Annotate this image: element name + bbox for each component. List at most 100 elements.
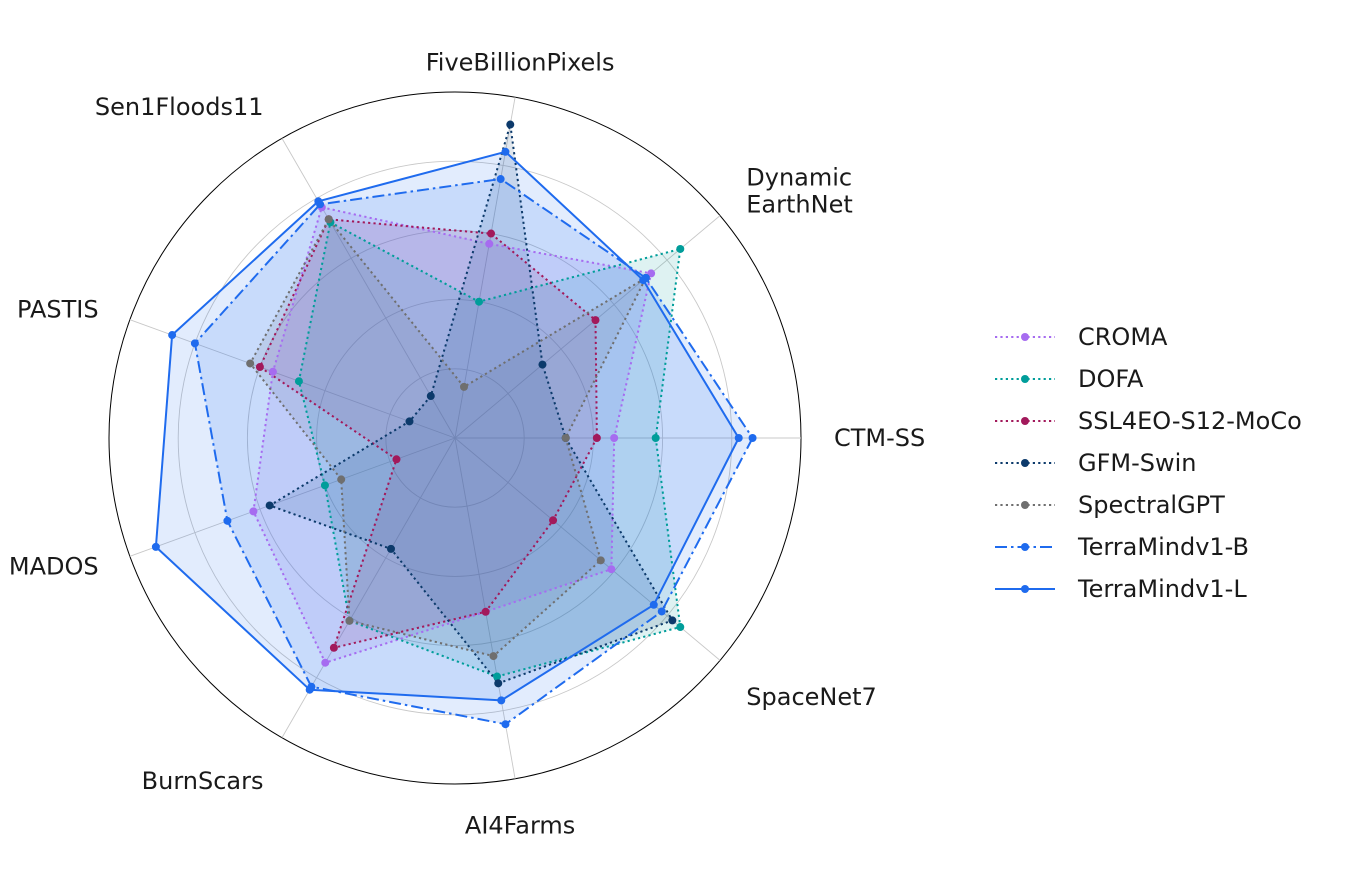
- data-point-ssl4eo-s12-moco-dynamic-earthnet: [591, 316, 600, 325]
- series-line-terramindv1-b: [193, 178, 754, 726]
- data-point-terramindv1-l-dynamic-earthnet: [639, 276, 648, 285]
- legend-item-ssl4eo-s12-moco: SSL4EO-S12-MoCo: [995, 407, 1302, 435]
- axis-label-ctm-ss: CTM-SS: [834, 424, 925, 452]
- grid-spoke: [129, 437, 456, 557]
- data-point-terramindv1-b-ctm-ss: [748, 434, 757, 442]
- axis-label-mados: MADOS: [9, 552, 99, 580]
- data-point-ssl4eo-s12-moco-ctm-ss: [592, 434, 601, 442]
- radar-grid: [108, 91, 802, 785]
- data-point-terramindv1-l-ctm-ss: [734, 434, 743, 442]
- legend-swatch-marker: [1021, 585, 1029, 593]
- series-fills: [155, 124, 753, 725]
- data-point-croma-spacenet7: [607, 565, 616, 574]
- series-fill-ssl4eo-s12-moco: [259, 219, 597, 648]
- legend-item-spectralgpt: SpectralGPT: [995, 491, 1225, 519]
- data-point-terramindv1-l-pastis: [168, 331, 177, 340]
- data-point-terramindv1-b-pastis: [190, 339, 199, 348]
- series-fill-croma: [253, 207, 652, 663]
- data-point-gfm-swin-spacenet7: [668, 616, 677, 625]
- data-point-croma-mados: [249, 507, 258, 516]
- data-point-ssl4eo-s12-moco-ai4farms: [481, 607, 490, 616]
- data-point-gfm-swin-pastis: [405, 417, 414, 426]
- data-point-ssl4eo-s12-moco-pastis: [255, 362, 264, 371]
- series-line-dofa: [297, 221, 682, 678]
- data-point-terramindv1-b-ai4farms: [501, 720, 510, 729]
- data-point-spectralgpt-mados: [337, 475, 346, 484]
- data-point-terramindv1-b-fivebillionpixels: [496, 175, 505, 184]
- series-line-spectralgpt: [249, 218, 647, 658]
- data-point-ssl4eo-s12-moco-burnscars: [329, 643, 338, 652]
- data-point-gfm-swin-dynamic-earthnet: [538, 360, 547, 369]
- data-point-terramindv1-l-mados: [151, 542, 160, 551]
- legend-item-gfm-swin: GFM-Swin: [995, 449, 1197, 477]
- data-point-terramindv1-l-burnscars: [305, 685, 314, 694]
- legend-item-terramindv1-b: TerraMindv1-B: [995, 533, 1249, 561]
- data-point-dofa-spacenet7: [676, 623, 685, 632]
- data-point-spectralgpt-burnscars: [345, 616, 354, 625]
- axis-labels: CTM-SS SpaceNet7 AI4Farms BurnScars MADOS PAS…: [9, 49, 925, 840]
- data-point-spectralgpt-ai4farms: [489, 652, 498, 661]
- series-fill-dofa: [298, 222, 681, 677]
- legend-item-croma: CROMA: [995, 323, 1168, 351]
- legend-swatch-marker: [1021, 333, 1029, 341]
- data-point-dofa-ctm-ss: [651, 434, 660, 442]
- data-point-spectralgpt-pastis: [246, 359, 255, 368]
- data-point-dofa-mados: [320, 481, 329, 490]
- data-point-terramindv1-b-mados: [223, 516, 232, 525]
- legend-item-terramindv1-l: TerraMindv1-L: [995, 575, 1247, 603]
- data-point-spectralgpt-sen1floods11: [324, 215, 333, 224]
- data-point-gfm-swin-mados: [265, 501, 274, 510]
- data-point-terramindv1-l-fivebillionpixels: [501, 147, 510, 156]
- data-point-terramindv1-l-spacenet7: [649, 600, 658, 609]
- data-point-croma-pastis: [268, 367, 277, 376]
- legend-label: TerraMindv1-L: [1077, 575, 1247, 603]
- data-point-spectralgpt-spacenet7: [596, 556, 605, 565]
- data-point-terramindv1-l-sen1floods11: [314, 197, 323, 206]
- series-line-croma: [252, 206, 653, 664]
- legend-item-dofa: DOFA: [995, 365, 1144, 393]
- data-point-terramindv1-l-ai4farms: [497, 696, 506, 705]
- legend-swatch-marker: [1021, 543, 1029, 551]
- data-point-ssl4eo-s12-moco-fivebillionpixels: [487, 229, 496, 238]
- legend: CROMA DOFA SSL4EO-S12-MoCo GFM-Swin Spectral…: [995, 323, 1302, 603]
- legend-swatch-marker: [1021, 459, 1029, 467]
- legend-label: TerraMindv1-B: [1077, 533, 1249, 561]
- data-point-gfm-swin-ai4farms: [494, 679, 503, 688]
- data-point-croma-fivebillionpixels: [485, 239, 494, 248]
- series-fill-gfm-swin: [269, 124, 673, 684]
- data-point-dofa-pastis: [294, 377, 303, 386]
- axis-label-fivebillionpixels: FiveBillionPixels: [426, 49, 615, 77]
- grid-spoke: [281, 138, 456, 439]
- axis-label-dynamic-earthnet: Dynamic EarthNet: [746, 163, 853, 218]
- data-point-spectralgpt-ctm-ss: [561, 434, 570, 442]
- legend-swatch-marker: [1021, 375, 1029, 383]
- data-point-gfm-swin-sen1floods11: [426, 392, 435, 401]
- data-point-gfm-swin-burnscars: [386, 544, 395, 553]
- series-fill-terramindv1-b: [194, 179, 753, 725]
- series-points: [151, 120, 757, 729]
- series-line-ssl4eo-s12-moco: [258, 218, 598, 649]
- data-point-dofa-dynamic-earthnet: [676, 244, 685, 253]
- legend-swatch-marker: [1021, 501, 1029, 509]
- legend-swatch-marker: [1021, 417, 1029, 425]
- data-point-gfm-swin-fivebillionpixels: [506, 120, 515, 129]
- data-point-dofa-ai4farms: [493, 672, 502, 681]
- series-line-gfm-swin: [268, 123, 674, 685]
- axis-label-burnscars: BurnScars: [142, 767, 264, 795]
- legend-label: GFM-Swin: [1078, 449, 1197, 477]
- legend-label: SpectralGPT: [1078, 491, 1225, 519]
- series-fill-spectralgpt: [250, 219, 646, 657]
- legend-label: DOFA: [1078, 365, 1144, 393]
- grid-spoke: [454, 215, 721, 439]
- data-point-ssl4eo-s12-moco-mados: [392, 455, 401, 464]
- series-fill-terramindv1-l: [155, 151, 739, 701]
- data-point-dofa-fivebillionpixels: [475, 297, 484, 306]
- series-line-terramindv1-l: [154, 150, 740, 702]
- data-point-croma-dynamic-earthnet: [647, 269, 656, 278]
- axis-label-pastis: PASTIS: [17, 296, 99, 324]
- axis-label-ai4farms: AI4Farms: [465, 811, 575, 839]
- data-point-croma-ctm-ss: [610, 434, 619, 442]
- data-point-spectralgpt-fivebillionpixels: [460, 382, 469, 391]
- grid-spoke: [129, 319, 456, 439]
